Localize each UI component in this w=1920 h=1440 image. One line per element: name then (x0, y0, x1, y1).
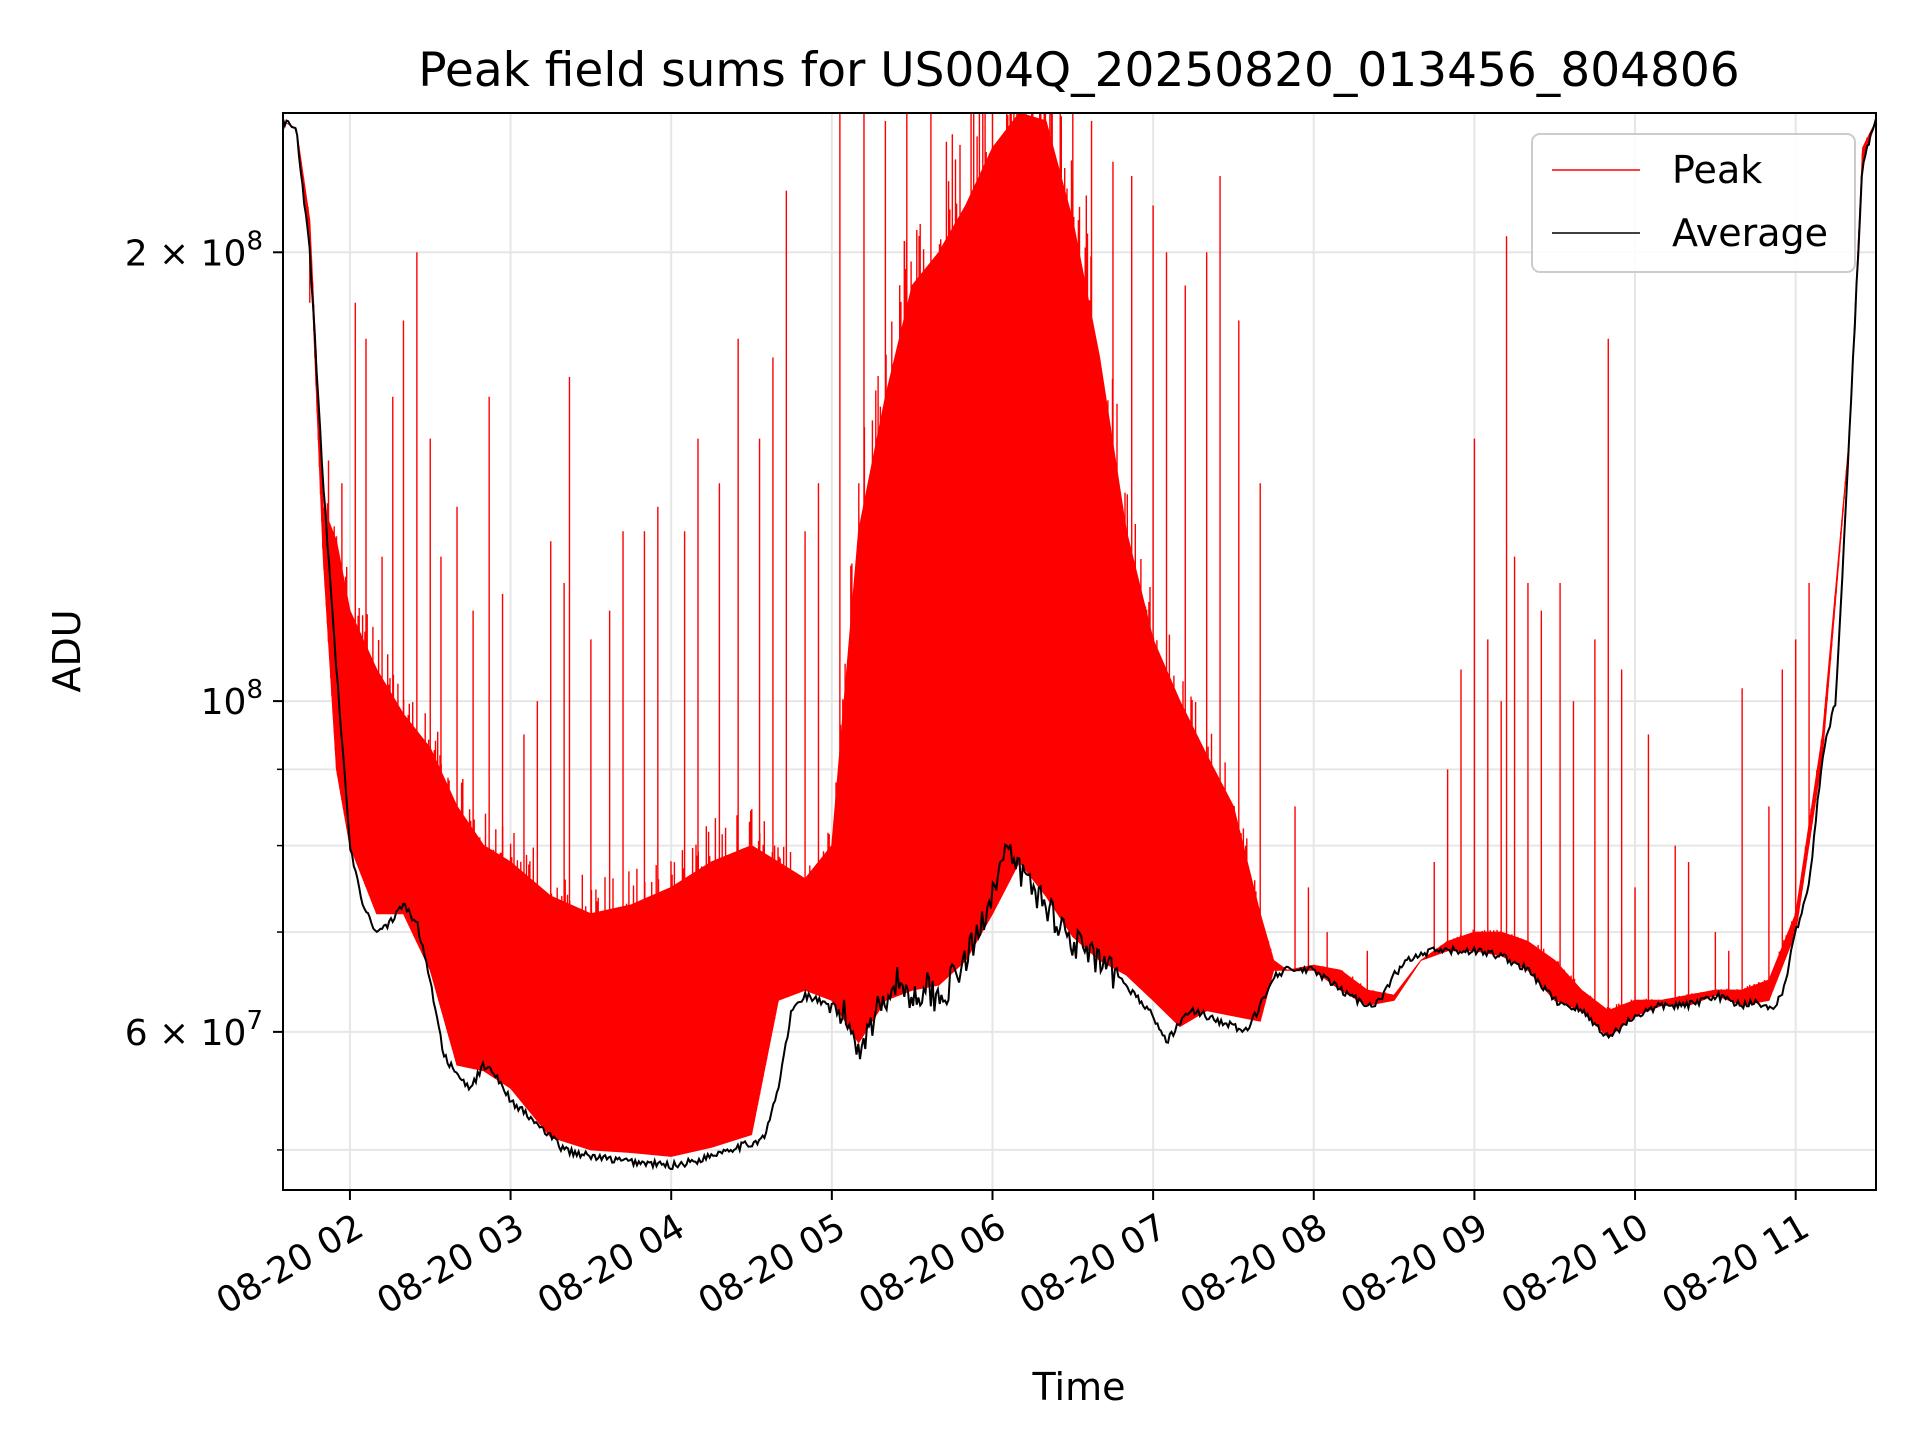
y-axis-ticks: 6 × 107 108 2 × 108 (125, 226, 283, 1151)
legend: Peak Average (1531, 133, 1856, 273)
y-axis-label: ADU (45, 609, 89, 692)
peak-series (282, 112, 1877, 1157)
x-axis-label: Time (1032, 1365, 1126, 1409)
legend-box (1531, 133, 1856, 273)
y-tick-label: 6 × 107 (125, 1006, 263, 1054)
y-tick-label: 108 (201, 675, 263, 723)
legend-average-label: Average (1672, 211, 1828, 255)
legend-peak-label: Peak (1672, 148, 1762, 192)
chart-title: Peak field sums for US004Q_20250820_0134… (418, 43, 1739, 98)
y-tick-label: 2 × 108 (125, 226, 263, 274)
plot-frame (282, 112, 1877, 1191)
average-series (282, 118, 1877, 1171)
average-line (282, 118, 1877, 1171)
